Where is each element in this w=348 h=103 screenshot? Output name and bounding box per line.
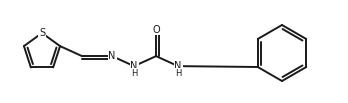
Text: N: N: [130, 61, 138, 71]
Text: H: H: [131, 69, 137, 78]
Text: N: N: [174, 61, 182, 71]
Text: S: S: [39, 28, 45, 37]
Text: O: O: [152, 25, 160, 35]
Text: H: H: [175, 69, 181, 78]
Text: N: N: [108, 51, 116, 61]
